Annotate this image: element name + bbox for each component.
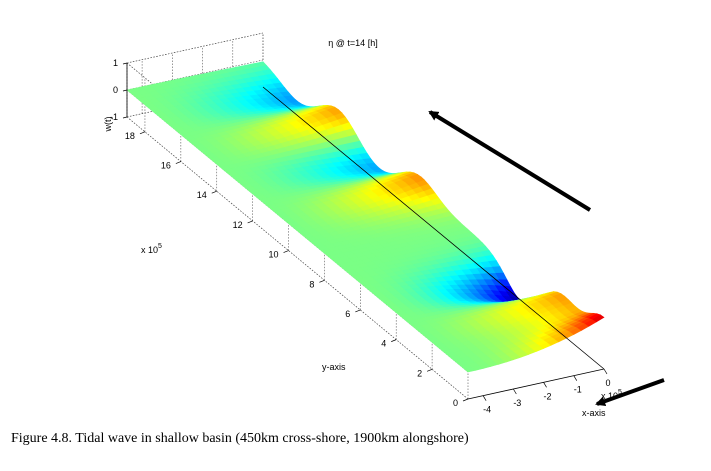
y-tick-mark — [283, 250, 289, 253]
surface-cell — [592, 314, 605, 323]
y-tick-label: 14 — [197, 190, 207, 200]
y-tick-label: 0 — [453, 398, 458, 408]
z-axis-label: w(t) — [103, 117, 113, 133]
grid-line — [126, 59, 264, 91]
y-axis-label: y-axis — [322, 362, 346, 372]
y-tick-label: 6 — [345, 309, 350, 319]
z-tick-label: 1 — [113, 58, 118, 68]
y-tick-mark — [247, 220, 253, 224]
y-tick-label: 2 — [417, 368, 422, 378]
y-tick-label: 12 — [233, 220, 243, 230]
z-tick-mark — [122, 89, 128, 92]
z-tick-mark — [122, 116, 128, 119]
y-tick-label: 8 — [309, 279, 314, 289]
x-exponent-label: x 105 — [601, 389, 622, 401]
incoming-arrow — [595, 378, 665, 407]
grid-line — [126, 32, 264, 64]
y-tick-mark — [139, 131, 146, 135]
z-tick-label: 0 — [113, 85, 118, 95]
tick-labels: -4 -3 -2 -1 0 0 2 4 6 8 10 12 14 16 18 -1 0 1 — [110, 58, 611, 415]
y-axis-line — [262, 86, 605, 370]
x-tick-label: -4 — [483, 405, 491, 415]
x-axis-line — [467, 368, 605, 400]
y-tick-mark — [462, 398, 469, 402]
y-tick-mark — [211, 190, 217, 194]
x-tick-label: -2 — [544, 391, 552, 401]
chart-title: η @ t=14 [h] — [328, 38, 377, 48]
z-tick-mark — [122, 62, 128, 65]
x-tick-label: 0 — [605, 378, 610, 388]
y-tick-mark — [355, 309, 361, 313]
x-tick-mark — [543, 382, 547, 388]
y-tick-label: 4 — [381, 339, 386, 349]
x-tick-mark — [482, 395, 487, 401]
propagation-arrow — [428, 110, 592, 212]
z-tick-label: -1 — [110, 112, 118, 122]
y-tick-label: 18 — [125, 131, 135, 141]
y-tick-mark — [391, 339, 397, 342]
figure-caption: Figure 4.8. Tidal wave in shallow basin … — [11, 431, 469, 446]
x-tick-mark — [573, 375, 578, 381]
x-tick-label: -3 — [513, 398, 521, 408]
y-tick-mark — [426, 368, 433, 372]
x-tick-label: -1 — [574, 385, 582, 395]
y-tick-label: 10 — [269, 250, 279, 260]
y-tick-mark — [175, 161, 181, 164]
surface-mesh — [126, 61, 605, 373]
x-axis-label: x-axis — [582, 408, 606, 418]
y-tick-label: 16 — [161, 161, 171, 171]
y-exponent-label: x 105 — [141, 243, 162, 255]
x-tick-mark — [603, 368, 608, 375]
x-tick-mark — [513, 388, 517, 395]
y-tick-mark — [319, 279, 325, 283]
